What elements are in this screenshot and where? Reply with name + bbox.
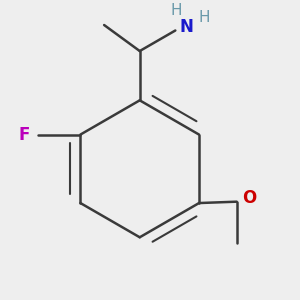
Text: H: H [198,10,210,25]
Text: F: F [19,126,30,144]
Text: H: H [171,3,182,18]
Text: O: O [242,189,256,207]
Text: N: N [179,18,193,36]
